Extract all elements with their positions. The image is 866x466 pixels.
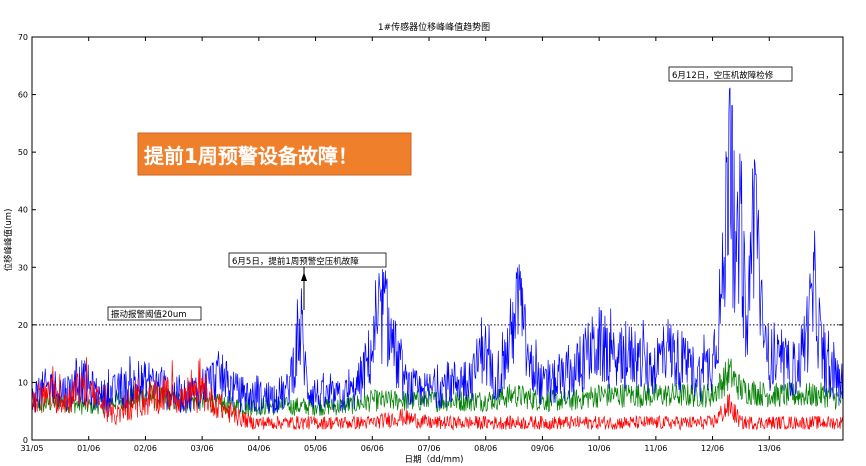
- x-axis-label: 日期（dd/mm): [404, 454, 463, 465]
- annotation-early-warning: 6月5日，提前1周预警空压机故障: [228, 252, 387, 310]
- threshold-annotation: 振动报警阈值20um: [107, 306, 202, 321]
- chart-title: 1#传感器位移峰峰值趋势图: [378, 21, 490, 33]
- x-tick-label: 12/06: [701, 444, 724, 453]
- warning-callout-text: 提前1周预警设备故障！: [144, 144, 358, 168]
- threshold-label: 振动报警阈值20um: [111, 309, 186, 320]
- annotation-repair-text: 6月12日，空压机故障检修: [672, 70, 774, 81]
- x-tick-label: 07/06: [417, 444, 440, 453]
- x-tick-label: 13/06: [758, 444, 781, 453]
- x-tick-label: 04/06: [247, 444, 270, 453]
- x-tick-label: 09/06: [531, 444, 554, 453]
- annotation-repair-box: [668, 66, 793, 82]
- y-tick-label: 60: [18, 91, 28, 100]
- x-tick-label: 01/06: [77, 444, 100, 453]
- x-tick-label: 11/06: [644, 444, 667, 453]
- series-blue: [31, 87, 844, 415]
- annotation-repair: 6月12日，空压机故障检修: [668, 66, 793, 82]
- y-tick-label: 30: [18, 263, 28, 272]
- warning-callout: 提前1周预警设备故障！: [137, 132, 412, 176]
- x-tick-label: 08/06: [474, 444, 497, 453]
- annotation-arrow-head: [301, 272, 307, 281]
- x-tick-label: 31/05: [20, 444, 43, 453]
- threshold-label-box: [107, 306, 202, 321]
- y-tick-label: 10: [18, 378, 28, 387]
- annotation-early-warning-text: 6月5日，提前1周预警空压机故障: [232, 256, 359, 267]
- series-red: [31, 356, 844, 431]
- x-tick-label: 06/06: [361, 444, 384, 453]
- y-tick-label: 50: [18, 148, 28, 157]
- y-tick-label: 0: [23, 436, 28, 445]
- x-tick-label: 10/06: [588, 444, 611, 453]
- x-tick-label: 05/06: [304, 444, 327, 453]
- y-tick-label: 20: [18, 321, 28, 330]
- y-axis-label: 位移峰峰值(um): [3, 209, 14, 272]
- plot-frame: [31, 36, 844, 441]
- annotation-early-warning-box: [228, 252, 387, 268]
- warning-callout-box: [137, 132, 412, 176]
- y-tick-label: 40: [18, 206, 28, 215]
- x-tick-label: 03/06: [191, 444, 214, 453]
- x-tick-label: 02/06: [134, 444, 157, 453]
- y-tick-label: 70: [18, 33, 28, 42]
